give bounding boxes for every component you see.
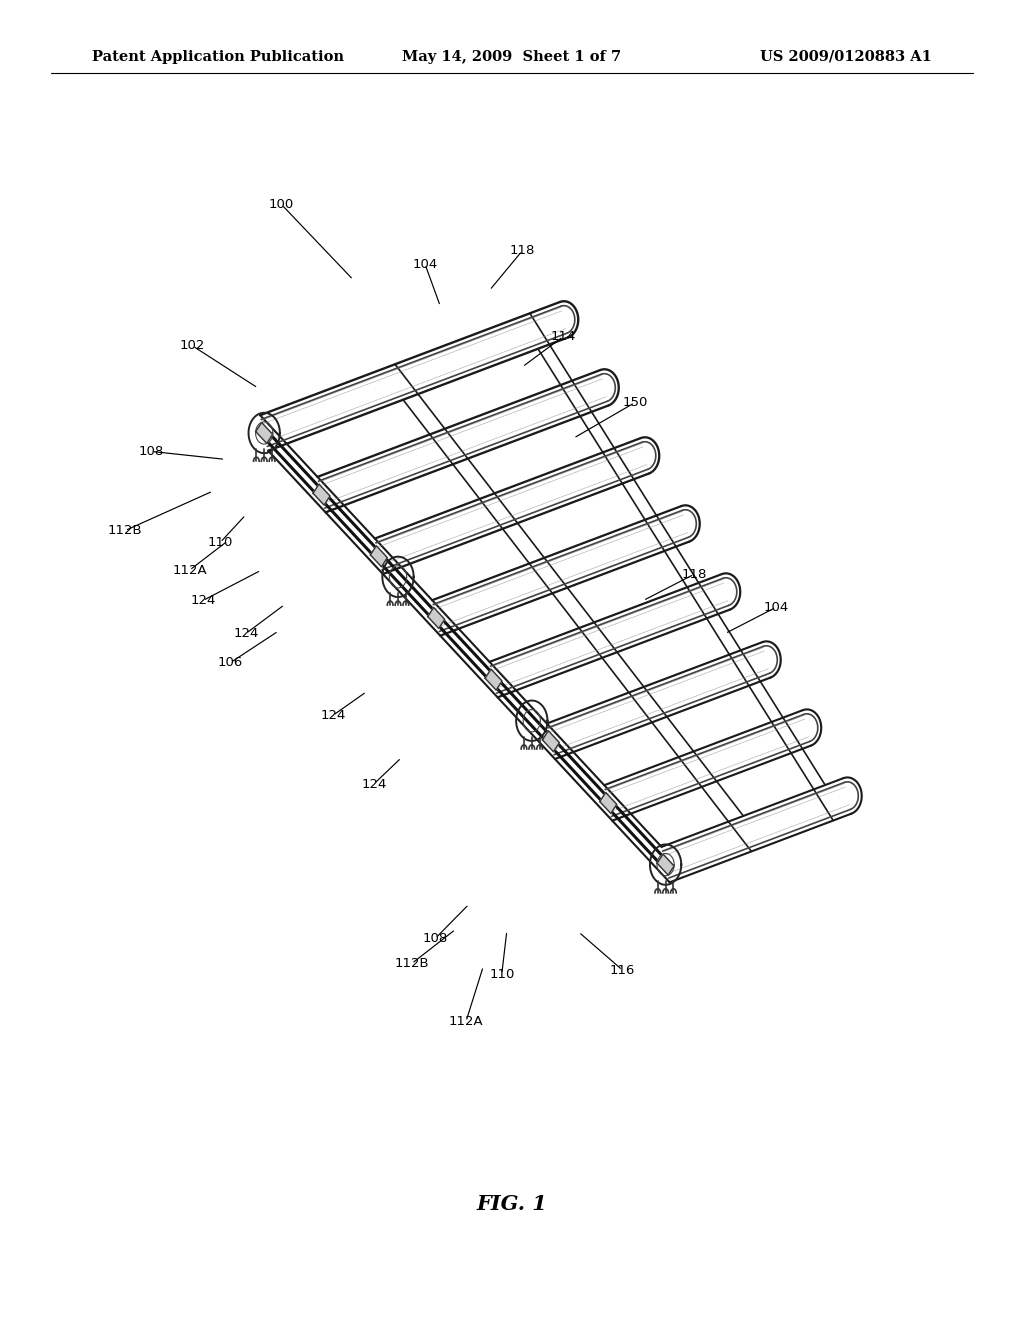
Text: 102: 102 bbox=[180, 339, 205, 352]
Text: 108: 108 bbox=[139, 445, 164, 458]
Text: 112B: 112B bbox=[394, 957, 429, 970]
Text: 112A: 112A bbox=[172, 564, 207, 577]
Text: 110: 110 bbox=[208, 536, 232, 549]
Text: US 2009/0120883 A1: US 2009/0120883 A1 bbox=[760, 50, 932, 63]
Polygon shape bbox=[371, 545, 387, 566]
Polygon shape bbox=[428, 607, 444, 628]
Polygon shape bbox=[313, 484, 330, 506]
Text: 116: 116 bbox=[610, 964, 635, 977]
Text: 124: 124 bbox=[361, 777, 386, 791]
Text: FIG. 1: FIG. 1 bbox=[476, 1193, 548, 1214]
Polygon shape bbox=[543, 731, 559, 752]
Text: 108: 108 bbox=[423, 932, 447, 945]
Text: 112B: 112B bbox=[108, 524, 142, 537]
Text: 104: 104 bbox=[413, 257, 437, 271]
Text: 114: 114 bbox=[551, 330, 575, 343]
Text: 112A: 112A bbox=[449, 1015, 483, 1028]
Text: 118: 118 bbox=[510, 244, 535, 257]
Polygon shape bbox=[657, 854, 674, 875]
Text: 124: 124 bbox=[190, 594, 215, 607]
Text: 124: 124 bbox=[233, 627, 258, 640]
Text: 150: 150 bbox=[623, 396, 647, 409]
Polygon shape bbox=[256, 422, 272, 444]
Text: 110: 110 bbox=[489, 968, 514, 981]
Text: 104: 104 bbox=[764, 601, 788, 614]
Text: May 14, 2009  Sheet 1 of 7: May 14, 2009 Sheet 1 of 7 bbox=[402, 50, 622, 63]
Text: 100: 100 bbox=[269, 198, 294, 211]
Text: Patent Application Publication: Patent Application Publication bbox=[92, 50, 344, 63]
Polygon shape bbox=[600, 792, 616, 813]
Text: 106: 106 bbox=[218, 656, 243, 669]
Polygon shape bbox=[485, 669, 502, 690]
Text: 118: 118 bbox=[682, 568, 707, 581]
Text: 124: 124 bbox=[321, 709, 345, 722]
